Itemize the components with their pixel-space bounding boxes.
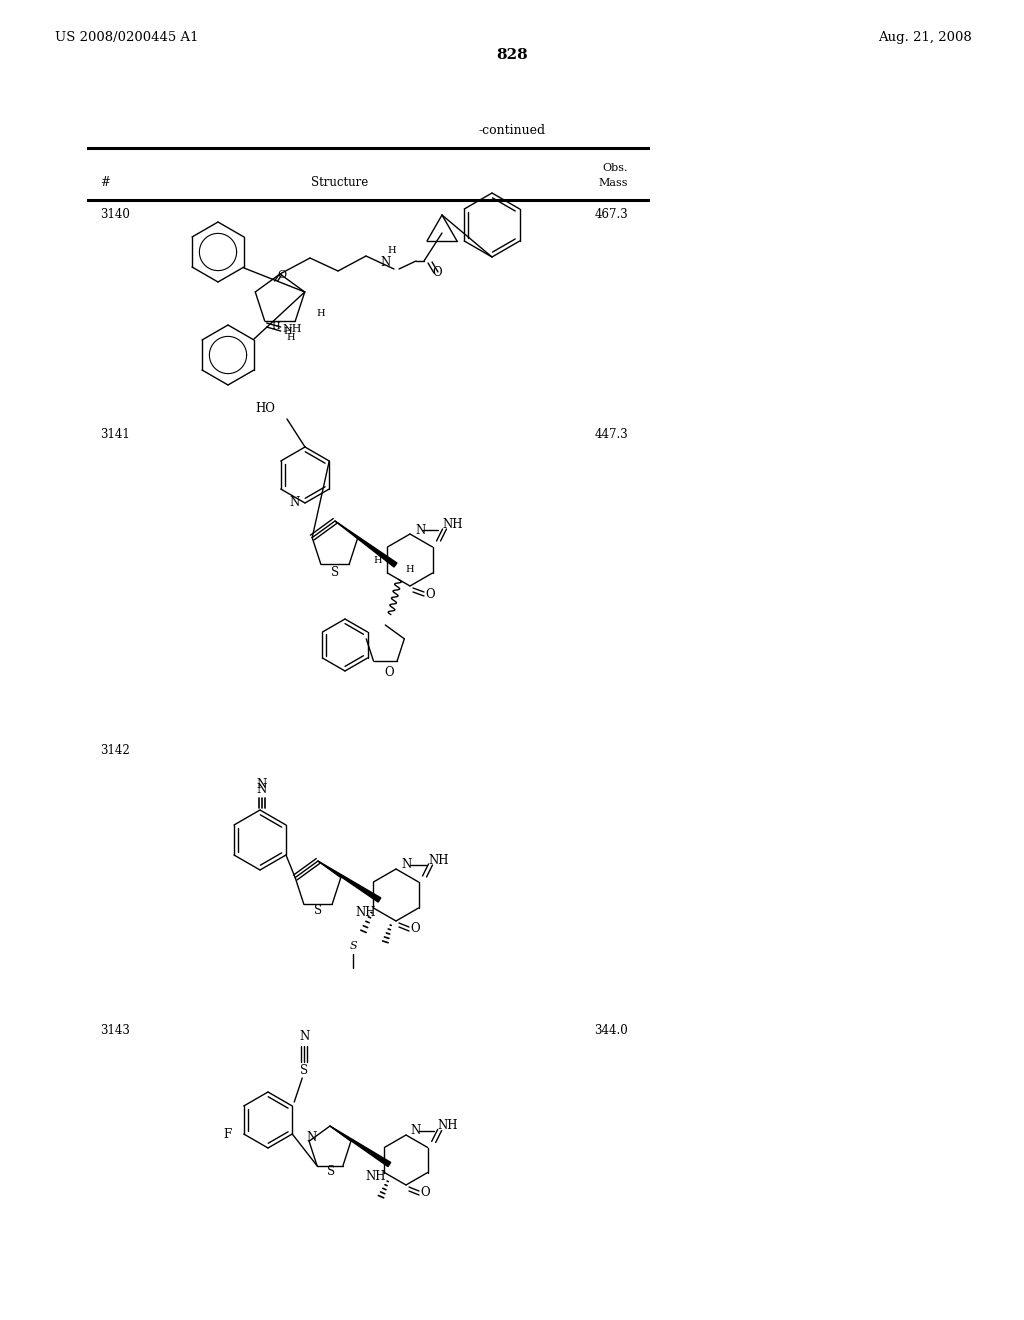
Text: O: O (420, 1187, 430, 1200)
Text: NH: NH (366, 1171, 386, 1184)
Text: Obs.: Obs. (602, 162, 628, 173)
Text: Aug. 21, 2008: Aug. 21, 2008 (879, 32, 972, 45)
Text: 3140: 3140 (100, 209, 130, 222)
Text: O: O (425, 587, 434, 601)
Text: H: H (271, 322, 281, 330)
Text: 828: 828 (496, 48, 528, 62)
Text: NH: NH (437, 1119, 458, 1133)
Text: N: N (401, 858, 412, 871)
Text: S: S (300, 1064, 308, 1077)
Text: H: H (388, 246, 396, 255)
Text: 3143: 3143 (100, 1023, 130, 1036)
Text: 467.3: 467.3 (594, 209, 628, 222)
Text: NH: NH (355, 907, 376, 920)
Polygon shape (318, 861, 381, 902)
Text: #: # (100, 177, 110, 190)
Text: O: O (410, 923, 420, 936)
Text: N: N (381, 256, 391, 269)
Polygon shape (335, 521, 397, 568)
Text: NH: NH (283, 323, 302, 334)
Text: NH: NH (442, 519, 463, 532)
Text: N: N (257, 783, 267, 796)
Text: N: N (299, 1030, 309, 1043)
Polygon shape (330, 1126, 391, 1167)
Text: H: H (406, 565, 415, 573)
Text: O: O (432, 267, 441, 280)
Text: 447.3: 447.3 (594, 429, 628, 441)
Text: HO: HO (255, 403, 275, 416)
Text: O: O (278, 271, 287, 280)
Text: S: S (331, 566, 339, 579)
Text: H: H (316, 309, 326, 318)
Text: 344.0: 344.0 (594, 1023, 628, 1036)
Text: H: H (283, 326, 292, 335)
Text: US 2008/0200445 A1: US 2008/0200445 A1 (55, 32, 199, 45)
Text: -continued: -continued (478, 124, 546, 137)
Text: N: N (257, 779, 267, 792)
Text: H: H (374, 556, 383, 565)
Text: N: N (415, 524, 425, 536)
Text: F: F (223, 1127, 231, 1140)
Text: NH: NH (428, 854, 449, 866)
Text: O: O (384, 667, 394, 680)
Text: S: S (314, 904, 323, 917)
Text: N: N (290, 496, 300, 510)
Text: N: N (306, 1131, 316, 1143)
Text: S: S (327, 1166, 335, 1179)
Text: Mass: Mass (598, 178, 628, 187)
Text: H: H (286, 333, 295, 342)
Text: S: S (349, 941, 357, 950)
Text: 3142: 3142 (100, 743, 130, 756)
Text: Structure: Structure (311, 177, 369, 190)
Text: 3141: 3141 (100, 429, 130, 441)
Text: N: N (410, 1125, 420, 1138)
